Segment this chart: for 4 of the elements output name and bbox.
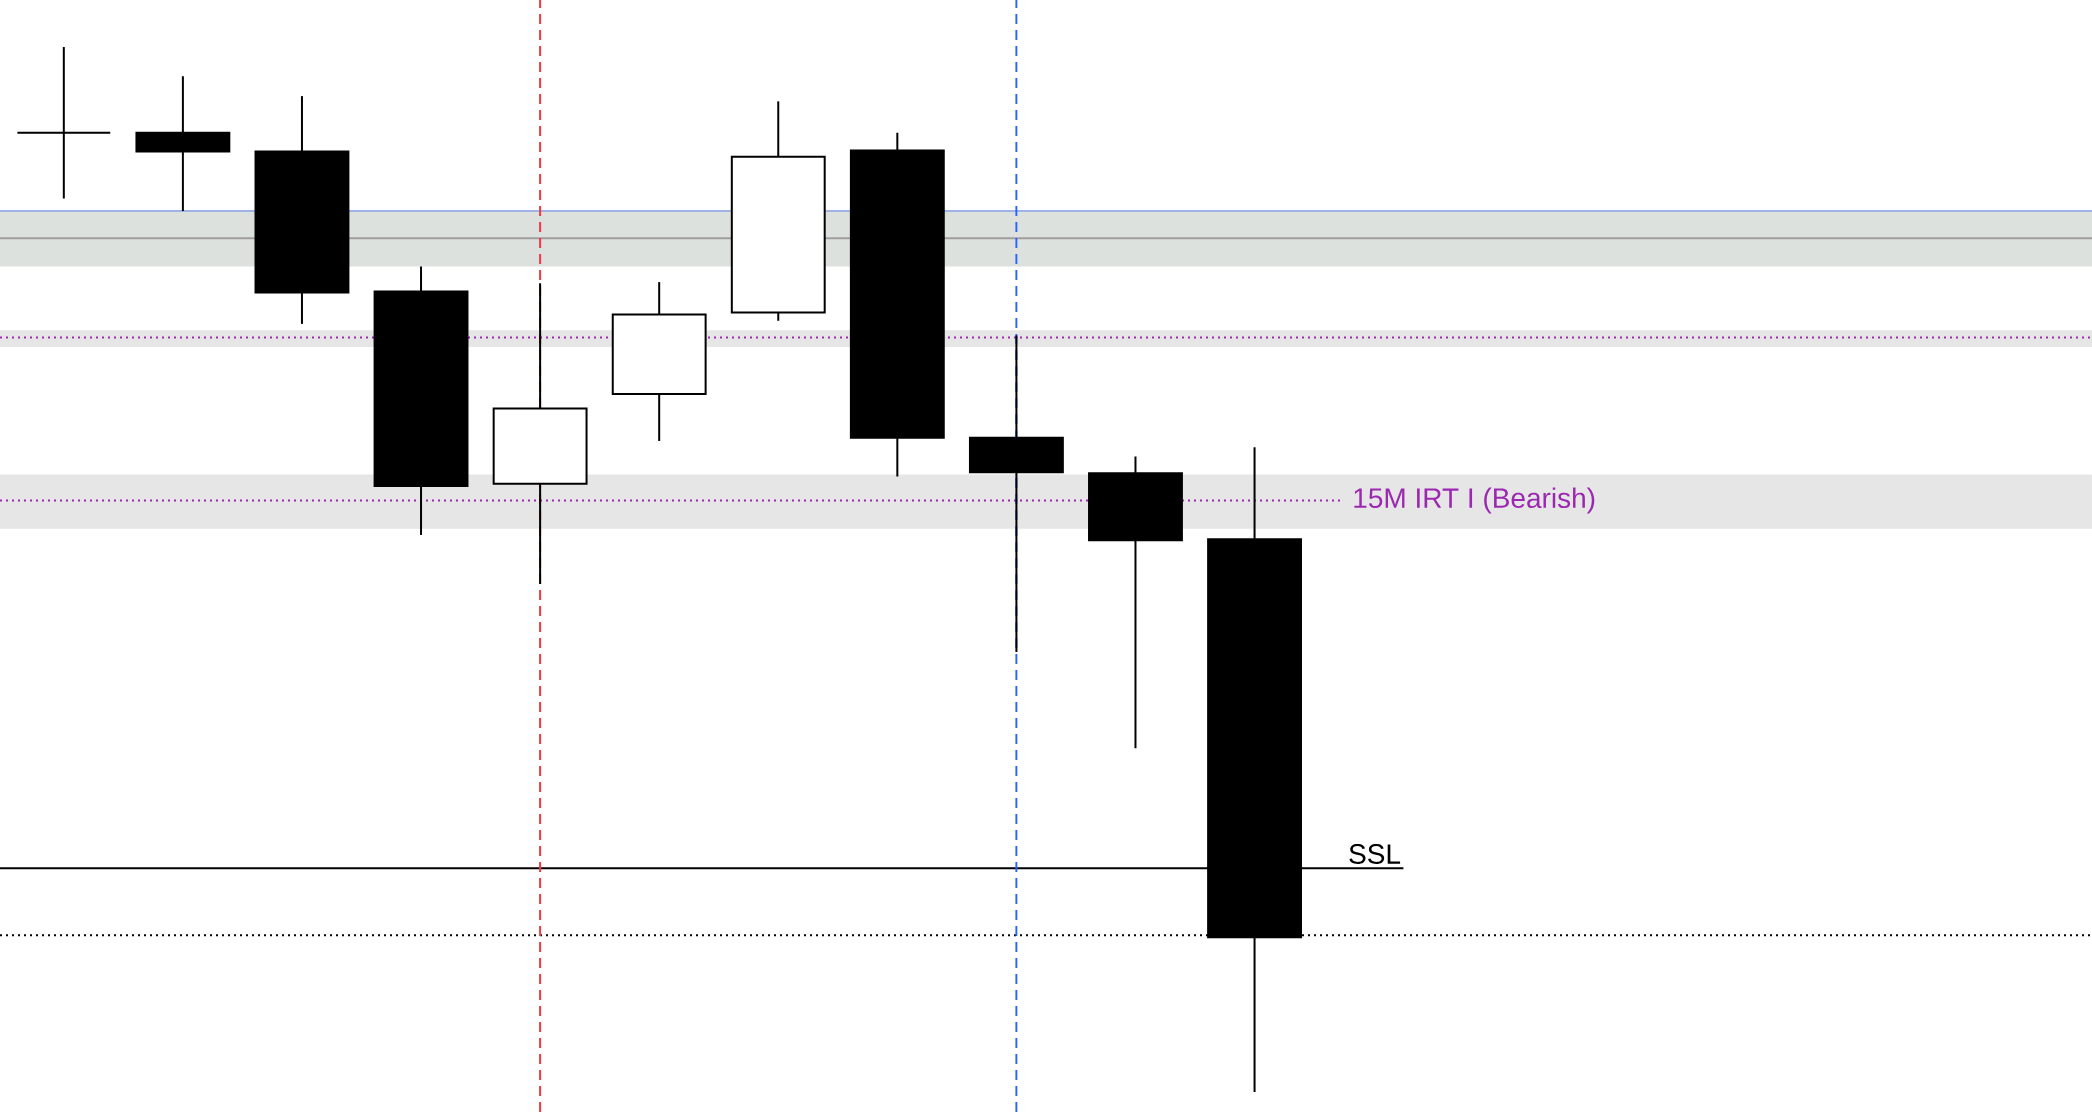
ref-line-label: 15M IRT I (Bearish) xyxy=(1354,487,1595,514)
candlestick xyxy=(968,334,1064,654)
ref-line-label: SSL xyxy=(1349,844,1401,864)
candlestick xyxy=(16,45,112,200)
